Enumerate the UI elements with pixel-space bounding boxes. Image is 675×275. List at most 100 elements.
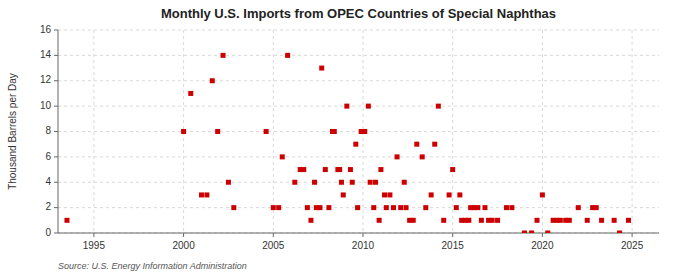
axis-y — [58, 30, 59, 233]
grid-line-y — [58, 55, 659, 56]
point — [612, 218, 617, 223]
point — [276, 205, 281, 210]
point — [308, 218, 313, 223]
tick-x — [452, 233, 453, 237]
point — [529, 231, 534, 234]
points — [64, 53, 631, 233]
point — [339, 180, 344, 185]
point — [368, 180, 373, 185]
point — [377, 218, 382, 223]
tick-x — [93, 233, 94, 237]
point — [319, 66, 324, 71]
point — [271, 205, 276, 210]
tick-label-x: 2000 — [172, 240, 195, 251]
tick-y — [54, 233, 58, 234]
point — [454, 205, 459, 210]
point — [522, 231, 527, 234]
tick-y — [54, 156, 58, 157]
tick-label-x: 1995 — [83, 240, 106, 251]
tick-y — [54, 30, 58, 31]
point — [391, 205, 396, 210]
tick-label-y: 10 — [40, 100, 52, 111]
point — [567, 218, 572, 223]
point — [599, 218, 604, 223]
point — [350, 180, 355, 185]
point — [355, 205, 360, 210]
point — [429, 192, 434, 197]
point — [64, 218, 69, 223]
point — [337, 167, 342, 172]
grid-line-y — [58, 106, 659, 107]
point — [545, 231, 550, 234]
grid-line-x — [93, 30, 94, 233]
tick-x — [273, 233, 274, 237]
tick-label-x: 2005 — [262, 240, 285, 251]
point — [210, 78, 215, 83]
point — [398, 205, 403, 210]
grid-line-y — [58, 156, 659, 157]
point — [432, 142, 437, 147]
point — [447, 192, 452, 197]
tick-x — [362, 233, 363, 237]
point — [482, 205, 487, 210]
point — [495, 218, 500, 223]
tick-label-x: 2020 — [531, 240, 554, 251]
point — [292, 180, 297, 185]
point — [362, 129, 367, 134]
point — [402, 180, 407, 185]
point — [457, 192, 462, 197]
point — [305, 205, 310, 210]
tick-label-y: 4 — [45, 176, 51, 187]
point — [626, 218, 631, 223]
point — [576, 205, 581, 210]
title: Monthly U.S. Imports from OPEC Countries… — [161, 6, 556, 21]
tick-y — [54, 106, 58, 107]
point — [215, 129, 220, 134]
point — [504, 205, 509, 210]
point — [617, 231, 622, 234]
tick-y — [54, 55, 58, 56]
point — [221, 53, 226, 58]
point — [285, 53, 290, 58]
point — [323, 167, 328, 172]
tick-label-y: 8 — [45, 125, 51, 136]
point — [466, 218, 471, 223]
point — [204, 192, 209, 197]
grid — [58, 30, 659, 233]
tick-label-x: 2025 — [621, 240, 644, 251]
point — [231, 205, 236, 210]
tick-label-y: 14 — [40, 49, 52, 60]
point — [475, 205, 480, 210]
point — [188, 91, 193, 96]
y-axis-label: Thousand Barrels per Day — [7, 73, 18, 190]
point — [479, 218, 484, 223]
point — [423, 205, 428, 210]
point — [199, 192, 204, 197]
axis-x — [58, 233, 659, 234]
point — [348, 167, 353, 172]
point — [226, 180, 231, 185]
point — [411, 218, 416, 223]
tick-label-x: 2010 — [352, 240, 375, 251]
point — [181, 129, 186, 134]
tick-label-y: 12 — [40, 74, 52, 85]
point — [490, 218, 495, 223]
point — [404, 205, 409, 210]
point — [344, 104, 349, 109]
point — [441, 218, 446, 223]
point — [280, 154, 285, 159]
point — [509, 205, 514, 210]
point — [384, 205, 389, 210]
point — [585, 218, 590, 223]
point — [594, 205, 599, 210]
point — [535, 218, 540, 223]
grid-line-y — [58, 131, 659, 132]
grid-line-x — [542, 30, 543, 233]
point — [450, 167, 455, 172]
point — [414, 142, 419, 147]
point — [382, 192, 387, 197]
point — [558, 218, 563, 223]
point — [317, 205, 322, 210]
grid-line-y — [58, 233, 659, 234]
point — [332, 129, 337, 134]
